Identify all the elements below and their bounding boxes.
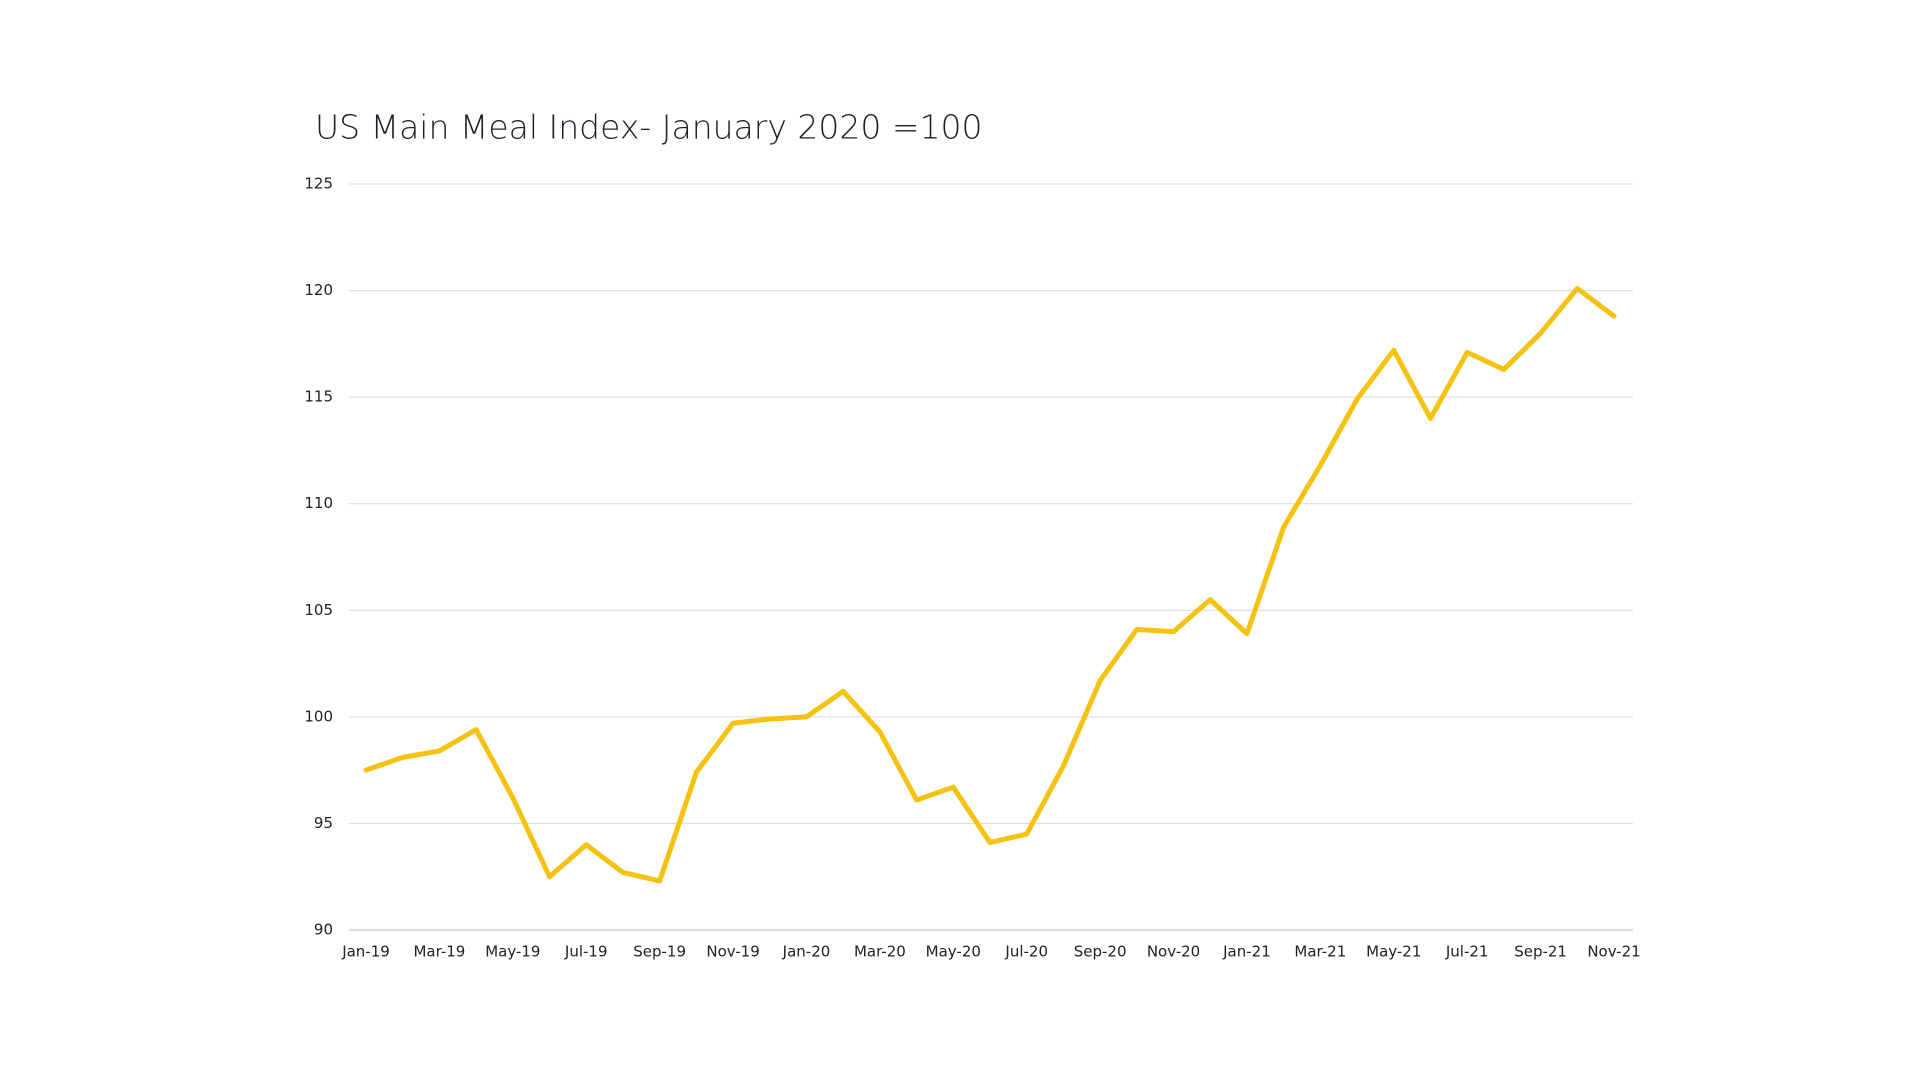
x-tick-label: May-20 (926, 943, 981, 961)
x-tick-label: May-21 (1366, 943, 1421, 961)
y-tick-label: 115 (304, 388, 333, 406)
x-tick-label: Mar-19 (413, 943, 465, 961)
y-tick-label: 105 (304, 601, 333, 619)
x-tick-label: Nov-20 (1147, 943, 1200, 961)
y-tick-label: 90 (314, 921, 333, 939)
x-tick-label: Jul-19 (564, 943, 608, 961)
x-tick-label: Jan-20 (782, 943, 831, 961)
x-tick-label: Mar-20 (854, 943, 906, 961)
y-tick-label: 100 (304, 707, 333, 725)
x-tick-label: Jan-21 (1222, 943, 1271, 961)
x-tick-label: Nov-21 (1587, 943, 1640, 961)
data-line (363, 285, 1617, 884)
x-tick-label: Sep-20 (1074, 943, 1127, 961)
y-tick-label: 125 (304, 175, 333, 193)
x-tick-label: Sep-19 (633, 943, 686, 961)
y-tick-label: 120 (304, 281, 333, 299)
x-tick-label: Jul-20 (1004, 943, 1048, 961)
y-tick-label: 110 (304, 494, 333, 512)
x-tick-label: Sep-21 (1514, 943, 1567, 961)
chart-title: US Main Meal Index- January 2020 =100 (315, 108, 982, 147)
x-tick-label: Nov-19 (706, 943, 759, 961)
x-tick-label: Jan-19 (341, 943, 390, 961)
y-tick-label: 95 (314, 814, 333, 832)
x-tick-label: Jul-21 (1445, 943, 1489, 961)
x-tick-label: May-19 (485, 943, 540, 961)
x-tick-label: Mar-21 (1294, 943, 1346, 961)
